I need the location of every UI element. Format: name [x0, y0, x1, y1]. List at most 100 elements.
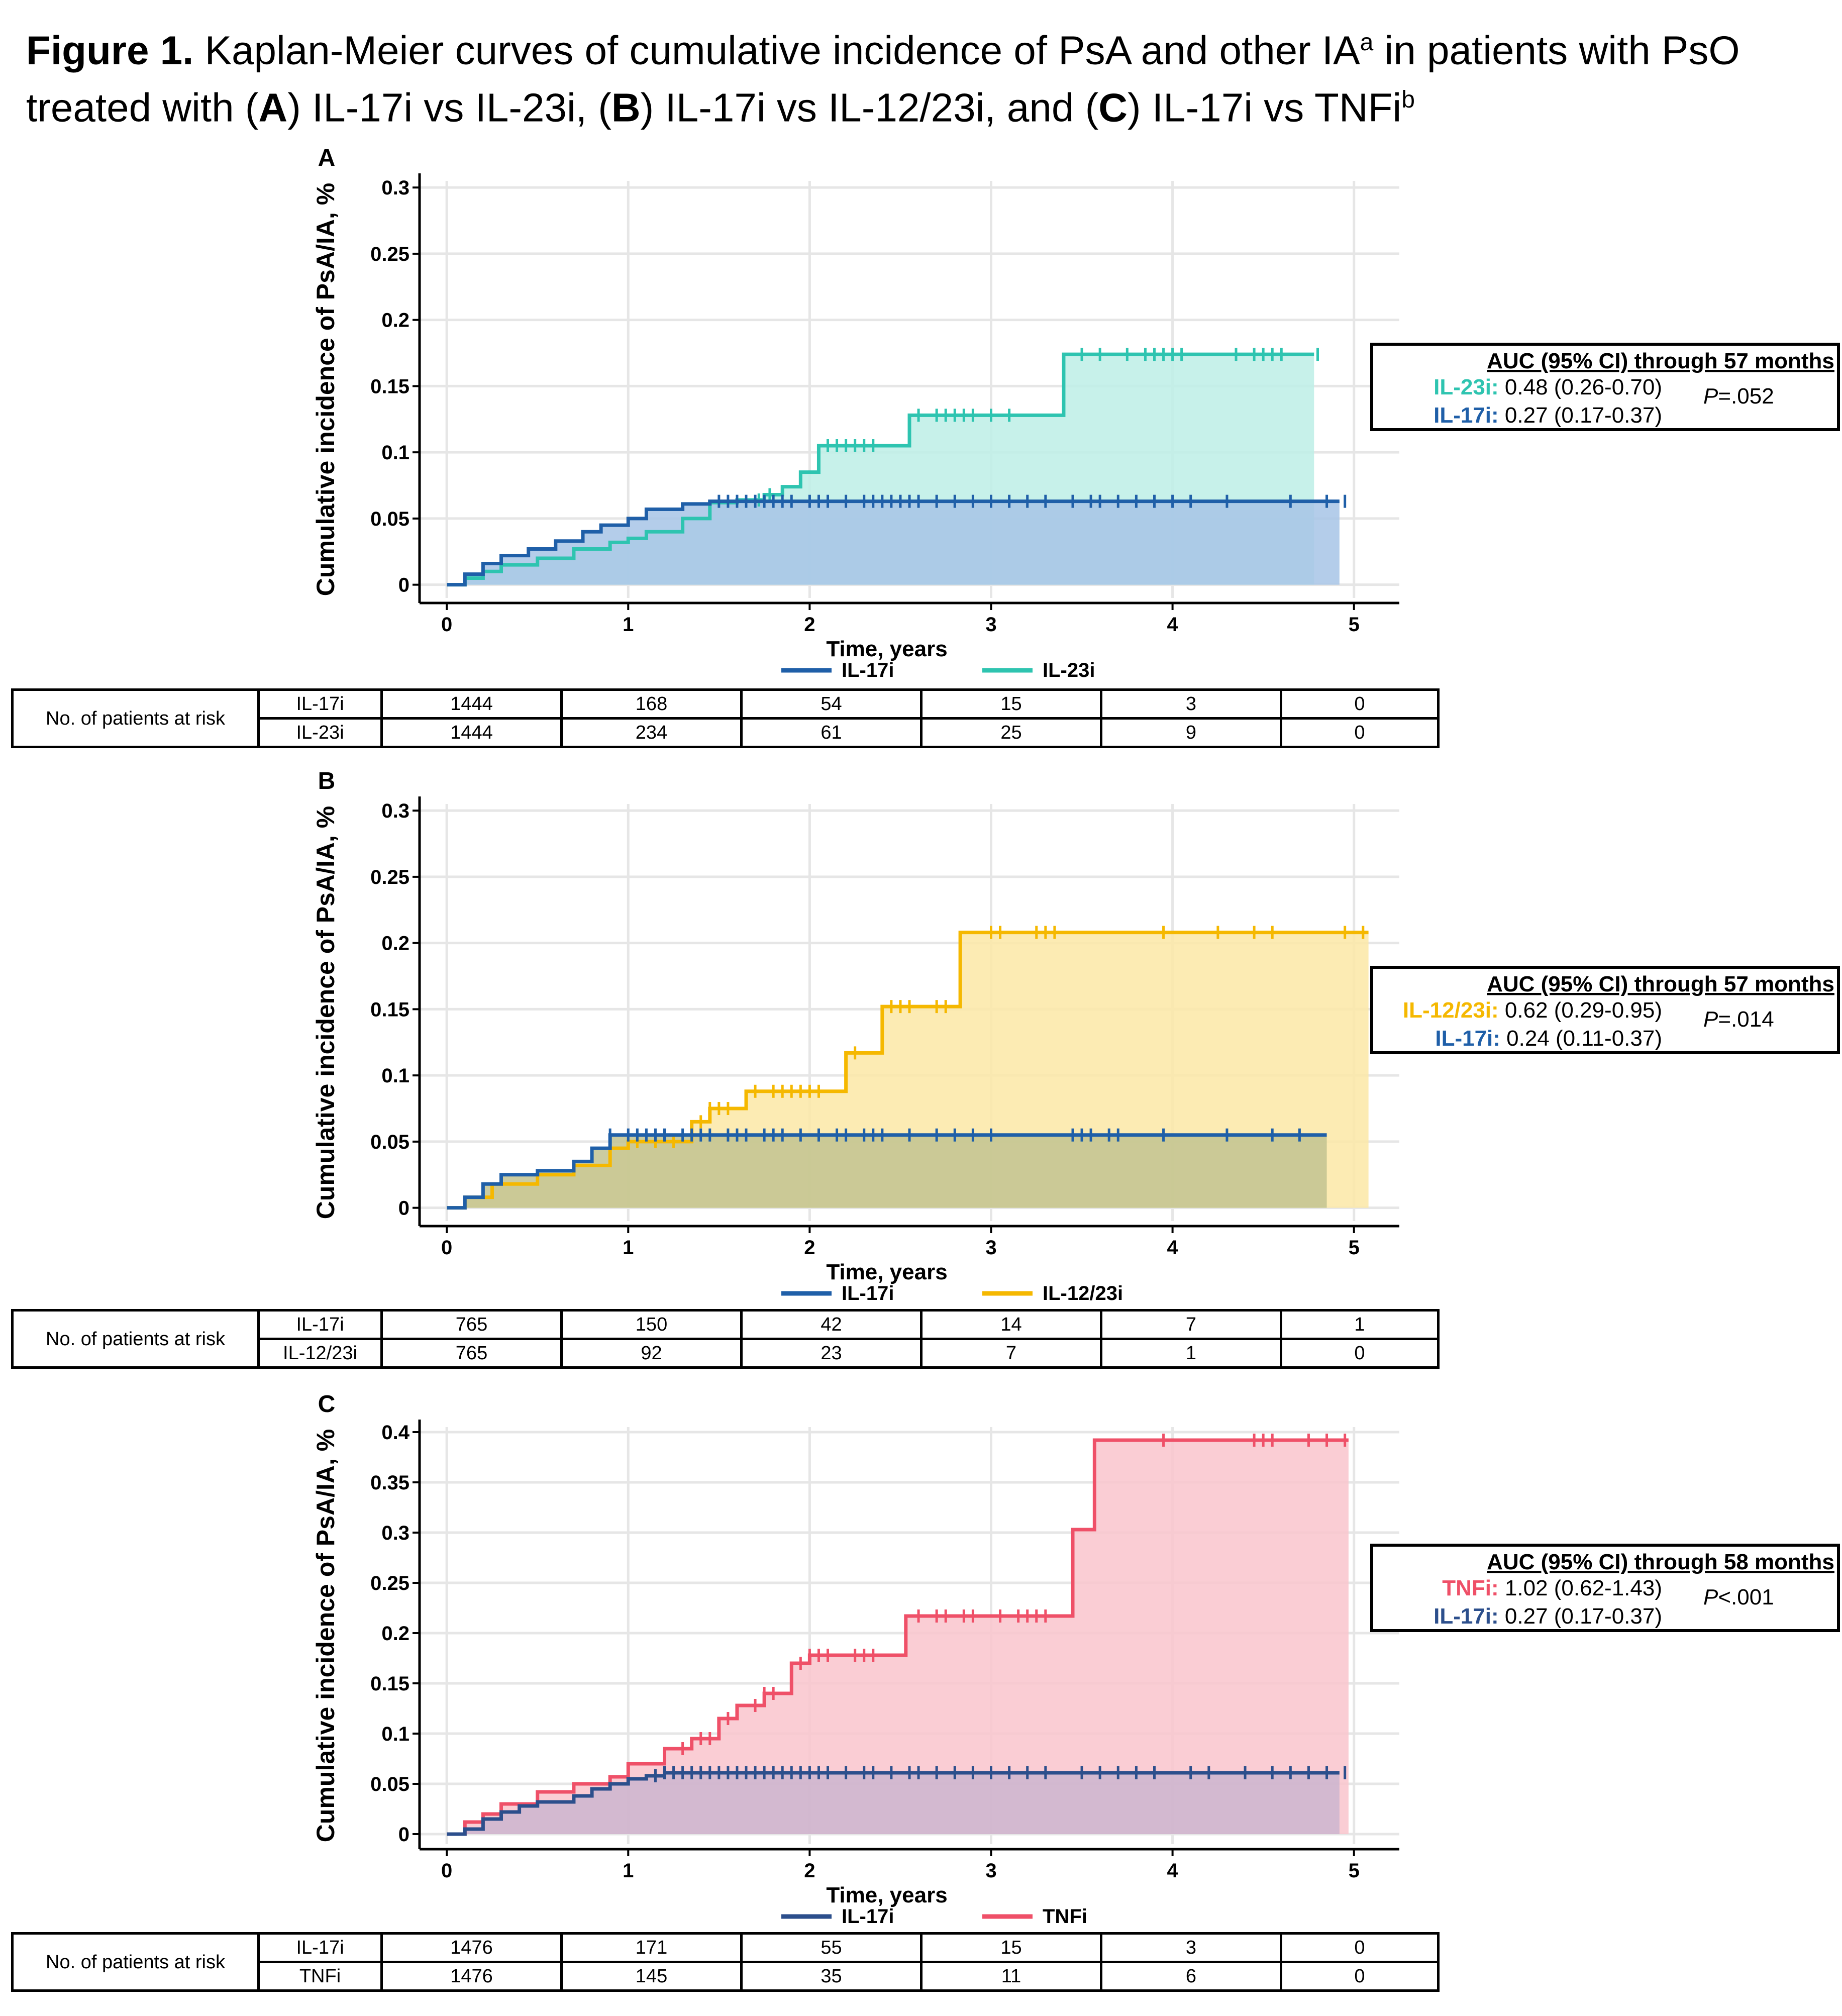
- risk-row: No. of patients at risk IL-17i 1444 168 54 15…: [11, 688, 1440, 748]
- title-text-1: Kaplan-Meier curves of cumulative incide…: [204, 28, 1360, 73]
- risk-row: No. of patients at risk IL-17i 1476 171 55 15…: [11, 1932, 1440, 1992]
- y-tick-label: 0.05: [370, 1773, 410, 1795]
- y-tick-label: 0: [398, 1197, 410, 1220]
- x-tick-label: 2: [804, 1237, 815, 1259]
- risk-table-panel-b: No. of patients at risk IL-17i 765 150 42 14 7…: [11, 1309, 1440, 1369]
- auc-row-value: 0.62 (0.29-0.95): [1499, 998, 1662, 1023]
- y-axis-title: Cumulative incidence of PsA/IA, %: [312, 806, 340, 1219]
- panel-letter: C: [318, 1391, 336, 1418]
- x-tick-label: 1: [623, 614, 634, 636]
- auc-row-name: IL-23i:: [1434, 375, 1499, 399]
- risk-cell: 0: [1280, 688, 1440, 720]
- auc-annotation-heading: AUC (95% CI) through 57 months: [1487, 349, 1834, 373]
- area-il-17i: [447, 1135, 1327, 1208]
- y-axis-title: Cumulative incidence of PsA/IA, %: [312, 183, 340, 596]
- risk-cell: 1476: [380, 1932, 563, 1963]
- line-il-12-23i: [447, 931, 1369, 1210]
- p-value-letter: P: [1703, 384, 1718, 409]
- figure-title: Figure 1. Kaplan-Meier curves of cumulat…: [26, 18, 1815, 132]
- legend-label-il-23i: IL-23i: [1043, 659, 1095, 681]
- auc-annotation-box: [1370, 343, 1840, 431]
- panel-letter: A: [318, 145, 336, 171]
- p-value-number: =.052: [1718, 384, 1774, 409]
- legend-label-il-12-23i: IL-12/23i: [1043, 1282, 1123, 1304]
- risk-cell: 0: [1280, 1338, 1440, 1369]
- x-tick-label: 3: [985, 1237, 996, 1259]
- risk-table-header: No. of patients at risk: [11, 1932, 260, 1992]
- y-tick-label: 0.15: [370, 998, 410, 1021]
- risk-row-label: IL-17i: [257, 1932, 383, 1963]
- auc-row-comparator: TNFi: 1.02 (0.62-1.43): [1442, 1576, 1662, 1600]
- line-il-17i: [447, 499, 1340, 587]
- title-sup-a: a: [1360, 29, 1374, 56]
- title-text-2: in patients with PsO: [1373, 28, 1740, 73]
- legend-label-tnfi: TNFi: [1043, 1905, 1087, 1928]
- auc-annotation-box: [1370, 1544, 1840, 1632]
- risk-cell: 0: [1280, 1961, 1440, 1992]
- risk-cell: 11: [920, 1961, 1102, 1992]
- p-value-number: =.014: [1718, 1007, 1774, 1032]
- x-tick-label: 5: [1349, 614, 1360, 636]
- risk-cell: 168: [560, 688, 743, 720]
- x-tick-label: 3: [985, 1860, 996, 1882]
- x-tick-label: 0: [441, 1860, 452, 1882]
- auc-row-comparator: IL-12/23i: 0.62 (0.29-0.95): [1403, 998, 1662, 1023]
- risk-cell: 35: [740, 1961, 923, 1992]
- y-tick-label: 0.05: [370, 508, 410, 530]
- risk-row-label: IL-17i: [257, 1309, 383, 1340]
- figure-title-line-2: treated with (A) IL-17i vs IL-23i, (B) I…: [26, 75, 1815, 133]
- figure-label: Figure 1.: [26, 28, 194, 73]
- risk-row-label: IL-12/23i: [257, 1338, 383, 1369]
- title-letter-c: C: [1098, 85, 1128, 130]
- figure-title-line-1: Figure 1. Kaplan-Meier curves of cumulat…: [26, 18, 1815, 75]
- y-tick-label: 0.25: [370, 866, 410, 888]
- legend-label-il-17i: IL-17i: [842, 659, 894, 681]
- risk-cell: 25: [920, 717, 1102, 748]
- y-axis-title: Cumulative incidence of PsA/IA, %: [312, 1429, 340, 1842]
- y-tick-label: 0.35: [370, 1472, 410, 1494]
- y-tick-label: 0.15: [370, 375, 410, 397]
- auc-row-name: IL-12/23i:: [1403, 998, 1499, 1023]
- y-tick-label: 0.4: [381, 1422, 410, 1444]
- risk-cell: 145: [560, 1961, 743, 1992]
- risk-cell: 3: [1100, 1932, 1282, 1963]
- risk-row: No. of patients at risk IL-17i 765 150 42 14 7…: [11, 1309, 1440, 1369]
- x-tick-label: 5: [1349, 1237, 1360, 1259]
- risk-cell: 42: [740, 1309, 923, 1340]
- panel-letter: B: [318, 768, 336, 794]
- y-tick-label: 0.25: [370, 243, 410, 265]
- x-tick-label: 5: [1349, 1860, 1360, 1882]
- risk-cell: 55: [740, 1932, 923, 1963]
- auc-row-il-17i: IL-17i: 0.27 (0.17-0.37): [1434, 1604, 1662, 1629]
- auc-row-il-17i: IL-17i: 0.24 (0.11-0.37): [1435, 1026, 1662, 1051]
- y-tick-label: 0.3: [381, 1522, 410, 1544]
- risk-cell: 61: [740, 717, 923, 748]
- risk-cell: 6: [1100, 1961, 1282, 1992]
- auc-annotation-heading: AUC (95% CI) through 57 months: [1487, 972, 1834, 996]
- y-tick-label: 0.2: [381, 310, 410, 332]
- km-chart-panel-a: A 0 0.05 0.1 0.15 0.2 0.25 0.3 0 1 2 3 4 5 Time, years…: [312, 145, 1840, 681]
- auc-row-value: 0.27 (0.17-0.37): [1499, 1604, 1662, 1629]
- risk-table-header: No. of patients at risk: [11, 1309, 260, 1369]
- auc-row-value: 1.02 (0.62-1.43): [1499, 1576, 1662, 1600]
- risk-row: IL-23i 1444 234 61 25 9 0: [13, 717, 1440, 748]
- risk-cell: 7: [1100, 1309, 1282, 1340]
- title-text-5: ) IL-17i vs IL-12/23i, and (: [640, 85, 1099, 130]
- risk-row-label: IL-23i: [257, 717, 383, 748]
- area-il-17i: [447, 1773, 1340, 1834]
- p-value-letter: P: [1703, 1585, 1718, 1609]
- legend-label-il-17i: IL-17i: [842, 1905, 894, 1928]
- risk-cell: 0: [1280, 1932, 1440, 1963]
- x-axis-title: Time, years: [826, 1883, 947, 1907]
- risk-cell: 0: [1280, 717, 1440, 748]
- auc-row-name: IL-17i:: [1434, 403, 1499, 428]
- risk-cell: 765: [380, 1309, 563, 1340]
- y-tick-label: 0.3: [381, 177, 410, 199]
- km-chart-panel-b: B 0 0.05 0.1 0.15 0.2 0.25 0.3 0 1 2 3 4 5 Time, years…: [312, 768, 1840, 1304]
- risk-cell: 1476: [380, 1961, 563, 1992]
- auc-row-value: 0.27 (0.17-0.37): [1499, 403, 1662, 428]
- risk-table-panel-c: No. of patients at risk IL-17i 1476 171 55 15…: [11, 1932, 1440, 1992]
- title-sup-b: b: [1401, 86, 1415, 113]
- x-tick-label: 4: [1167, 614, 1178, 636]
- title-letter-b: B: [611, 85, 641, 130]
